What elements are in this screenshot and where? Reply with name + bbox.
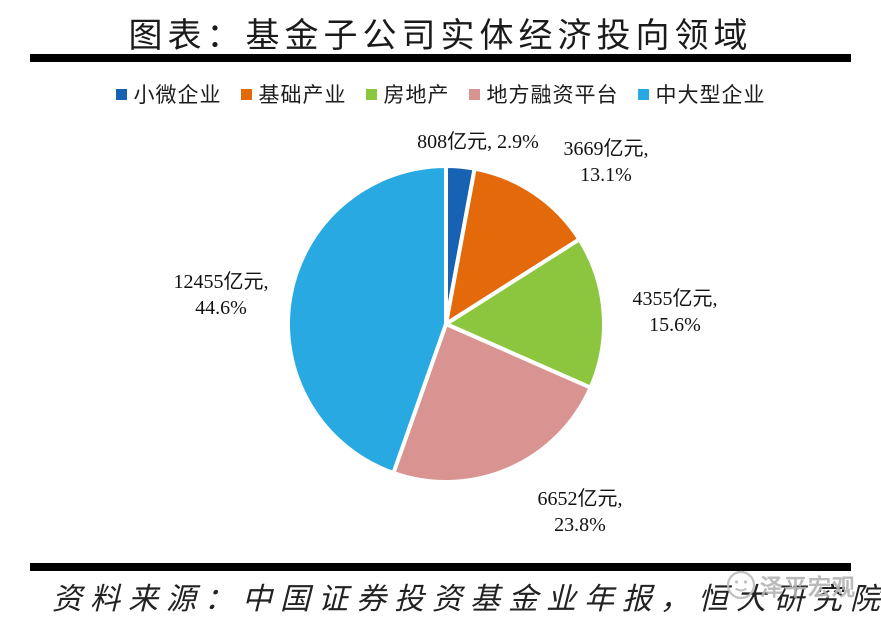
pie-chart: [286, 164, 606, 484]
legend-item: 基础产业: [240, 79, 347, 109]
watermark-logo-icon: [726, 570, 756, 600]
legend-item: 地方融资平台: [468, 79, 619, 109]
legend-swatch-icon: [240, 88, 252, 100]
pie-data-label-value: 3669亿元,: [563, 138, 649, 160]
pie-data-label-percent: 23.8%: [554, 514, 606, 536]
pie-slice-4: [286, 164, 448, 475]
legend-swatch-icon: [637, 88, 649, 100]
source-line: 资料来源：中国证券投资基金业年报，恒大研究院: [52, 583, 881, 616]
legend-label: 中大型企业: [655, 83, 766, 107]
chart-title: 图表：基金子公司实体经济投向领域: [128, 18, 753, 55]
pie-data-label-value: 6652亿元,: [537, 488, 623, 510]
footer-divider-bar: [30, 563, 851, 571]
pie-data-label: 808亿元, 2.9%: [378, 129, 578, 155]
pie-data-label: 6652亿元, 23.8%: [480, 486, 680, 538]
watermark-text: 泽平宏观: [760, 574, 856, 600]
legend-label: 房地产: [383, 83, 450, 107]
legend-item: 中大型企业: [637, 79, 766, 109]
pie-data-label: 3669亿元, 13.1%: [506, 136, 706, 188]
legend-swatch-icon: [365, 88, 377, 100]
pie-slice-3: [391, 322, 593, 484]
pie-data-label-percent: 44.6%: [195, 297, 247, 319]
pie-slice-1: [444, 166, 582, 326]
pie-data-label-value: 12455亿元,: [173, 271, 269, 293]
legend-label: 小微企业: [133, 83, 222, 107]
pie-data-label: 12455亿元, 44.6%: [121, 269, 321, 321]
watermark: 泽平宏观: [726, 568, 856, 602]
legend-item: 房地产: [365, 79, 450, 109]
legend-swatch-icon: [468, 88, 480, 100]
pie-data-label-percent: 13.1%: [580, 164, 632, 186]
legend: 小微企业 基础产业 房地产 地方融资平台 中大型企业: [0, 79, 881, 109]
pie-data-label-value: 4355亿元,: [632, 288, 718, 310]
pie-data-label-value: 808亿元, 2.9%: [417, 131, 539, 153]
legend-label: 地方融资平台: [486, 83, 619, 107]
legend-swatch-icon: [115, 88, 127, 100]
legend-label: 基础产业: [258, 83, 347, 107]
pie-data-label: 4355亿元, 15.6%: [575, 286, 775, 338]
pie-chart-area: [281, 159, 611, 489]
pie-slice-2: [444, 237, 606, 390]
title-divider-bar: [30, 54, 851, 62]
pie-data-label-percent: 15.6%: [649, 314, 701, 336]
legend-item: 小微企业: [115, 79, 222, 109]
